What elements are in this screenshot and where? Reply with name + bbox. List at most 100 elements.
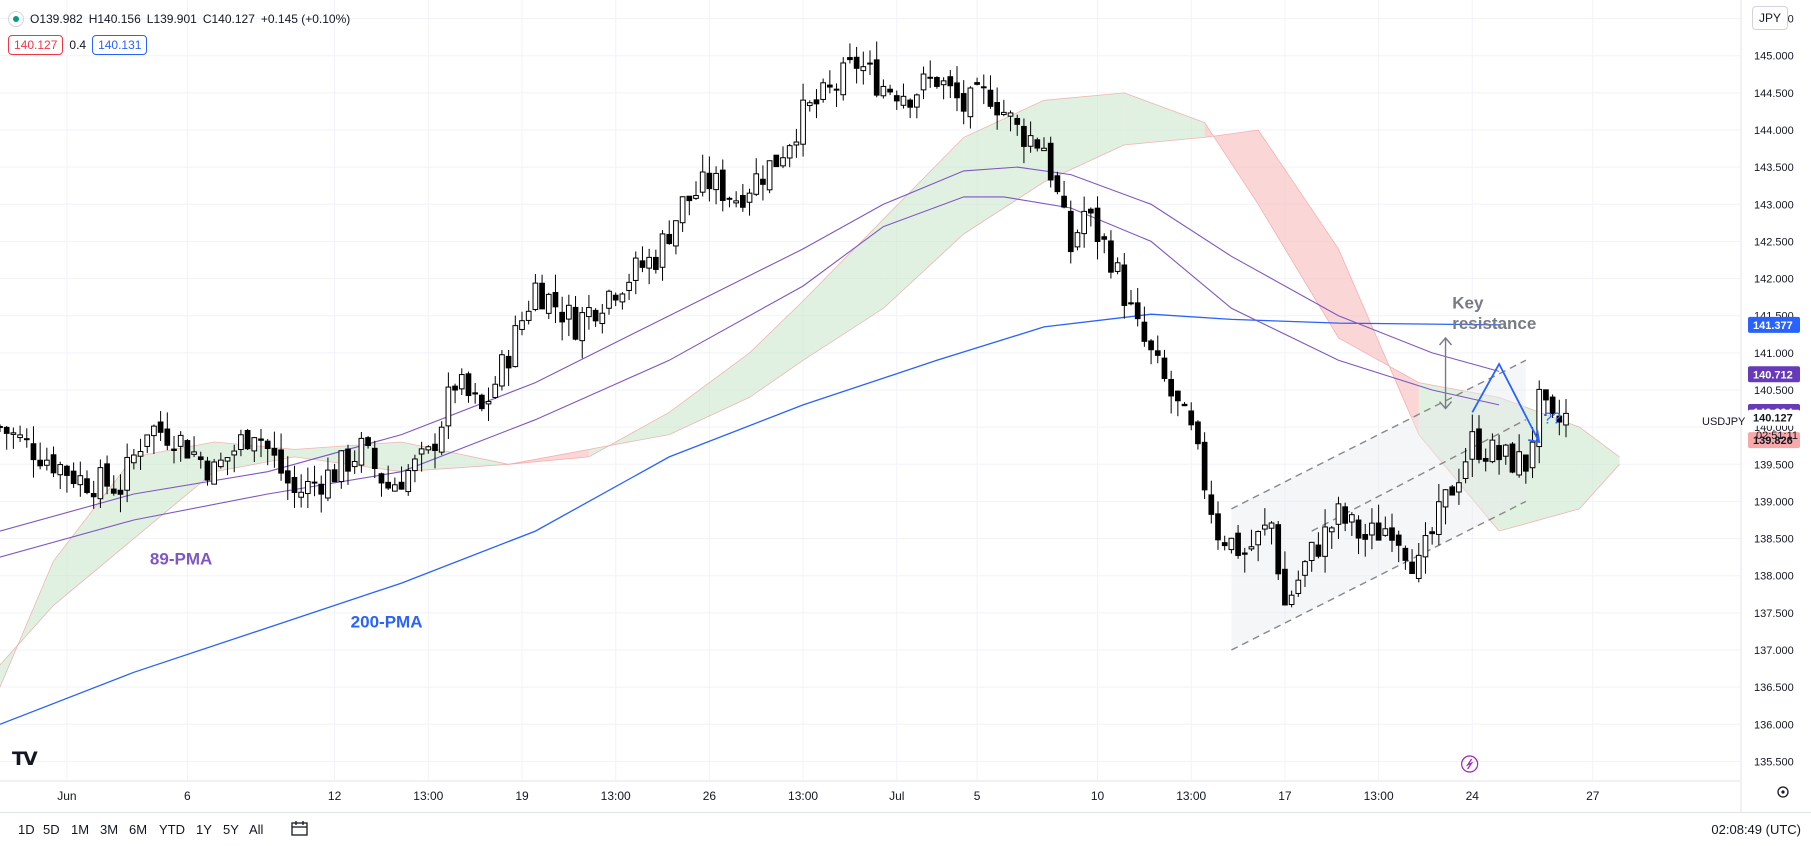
candle-down xyxy=(472,392,478,395)
candle-up xyxy=(177,434,184,447)
timeframe-6m[interactable]: 6M xyxy=(129,821,148,837)
cloud-bullish-segment xyxy=(963,100,1044,234)
chart-canvas[interactable]: 89-PMA 200-PMA Key resistance?? 135.500 136.0… xyxy=(0,0,1811,812)
price-axis-tick: 138.500 xyxy=(1754,534,1794,546)
candle-up xyxy=(1349,514,1355,523)
timeframe-5y[interactable]: 5Y xyxy=(223,821,239,837)
candle-up xyxy=(967,87,974,118)
candle-down xyxy=(70,470,77,485)
candle-down xyxy=(1014,117,1021,125)
candle-down xyxy=(1395,534,1402,546)
candle-up xyxy=(606,290,612,309)
candle-down xyxy=(827,84,833,88)
candle-down xyxy=(1429,531,1435,535)
candle-up xyxy=(1255,531,1261,546)
candle-up xyxy=(927,76,934,79)
candle-down xyxy=(893,95,900,102)
price-tag-label: 140.712 xyxy=(1753,369,1793,381)
candle-down xyxy=(278,449,284,474)
candle-up xyxy=(137,451,144,457)
candle-down xyxy=(873,59,880,96)
ohlc-change: +0.145 (+0.10%) xyxy=(260,12,351,26)
price-axis-tick: 137.500 xyxy=(1754,608,1794,620)
candle-down xyxy=(64,465,70,476)
timeframe-ytd[interactable]: YTD xyxy=(159,821,185,837)
candle-down xyxy=(1449,486,1456,496)
timeframe-1y[interactable]: 1Y xyxy=(196,821,212,837)
candle-up xyxy=(599,312,606,325)
ohlc-close: C140.127 xyxy=(202,12,255,26)
candle-up xyxy=(880,85,887,97)
candle-down xyxy=(271,448,278,456)
timeframe-3m[interactable]: 3M xyxy=(100,821,119,837)
market-status-icon[interactable] xyxy=(8,11,24,27)
candle-up xyxy=(920,73,927,91)
timeframe-1m[interactable]: 1M xyxy=(71,821,90,837)
time-axis-label: Jul xyxy=(889,789,904,803)
currency-button[interactable]: JPY xyxy=(1752,6,1788,30)
price-axis-tick: 145.000 xyxy=(1754,51,1794,63)
candle-up xyxy=(1456,482,1462,493)
candle-up xyxy=(626,281,632,291)
tradingview-logo[interactable]: TV xyxy=(12,748,38,770)
candle-up xyxy=(44,459,50,466)
timeframe-5d[interactable]: 5D xyxy=(43,821,60,837)
candle-up xyxy=(940,80,947,86)
time-axis-label: 17 xyxy=(1278,789,1292,803)
timeframe-1d[interactable]: 1D xyxy=(18,821,35,837)
candle-down xyxy=(773,154,780,168)
candle-up xyxy=(251,437,258,452)
candle-down xyxy=(1134,302,1141,320)
price-tag-box xyxy=(1748,432,1800,449)
candle-up xyxy=(211,461,217,485)
cloud-bearish-segment xyxy=(1258,130,1339,338)
price-axis-tick: 142.000 xyxy=(1754,274,1794,286)
lightning-bolt xyxy=(1465,758,1474,770)
candle-down xyxy=(1168,378,1174,397)
candle-down xyxy=(1021,125,1027,147)
time-axis-label: Jun xyxy=(57,789,76,803)
candle-down xyxy=(1208,494,1215,515)
candle-up xyxy=(392,484,398,492)
candle-down xyxy=(171,448,177,451)
candle-up xyxy=(1328,527,1335,533)
resistance-arrowhead-down xyxy=(1439,401,1453,410)
candle-down xyxy=(1101,236,1108,240)
ma200-line xyxy=(0,313,1500,725)
sell-price-button[interactable]: 140.127 xyxy=(8,35,64,55)
candle-down xyxy=(539,282,545,310)
candle-up xyxy=(144,434,151,447)
candle-up xyxy=(1489,439,1496,463)
price-axis-tick: 141.000 xyxy=(1754,348,1794,360)
key-resistance-label-line1: Key xyxy=(1452,293,1484,312)
candle-up xyxy=(358,437,365,466)
candle-up xyxy=(1529,441,1536,469)
candle-down xyxy=(258,438,264,441)
date-range-icon[interactable] xyxy=(290,820,310,838)
price-tag-label: 140.127 xyxy=(1753,413,1793,425)
candle-down xyxy=(686,195,693,202)
candle-down xyxy=(719,169,726,201)
candle-up xyxy=(914,94,920,108)
candle-up xyxy=(1081,210,1087,235)
candle-down xyxy=(1282,568,1288,606)
time-axis-label: 5 xyxy=(974,789,981,803)
cloud-bullish-segment xyxy=(1579,427,1620,509)
candle-down xyxy=(157,421,164,433)
candle-down xyxy=(345,448,351,472)
candle-up xyxy=(867,62,873,65)
candle-up xyxy=(806,102,813,107)
price-tag-box xyxy=(1748,409,1800,426)
candle-up xyxy=(820,82,826,100)
candle-down xyxy=(365,437,371,447)
timeframe-all[interactable]: All xyxy=(249,821,264,837)
candle-up xyxy=(412,458,418,472)
utc-clock[interactable]: 02:08:49 (UTC) xyxy=(1711,821,1801,837)
cloud-bullish-segment xyxy=(883,137,964,309)
candle-down xyxy=(1215,513,1221,541)
buy-price-button[interactable]: 140.131 xyxy=(92,35,148,55)
candle-down xyxy=(1402,547,1409,561)
candle-up xyxy=(1114,262,1121,272)
candle-up xyxy=(1382,528,1389,536)
candle-up xyxy=(900,95,907,106)
